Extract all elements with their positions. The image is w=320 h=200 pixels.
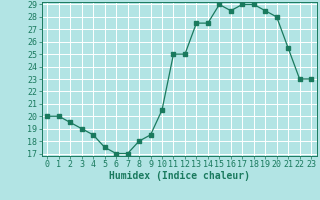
X-axis label: Humidex (Indice chaleur): Humidex (Indice chaleur) [109,171,250,181]
